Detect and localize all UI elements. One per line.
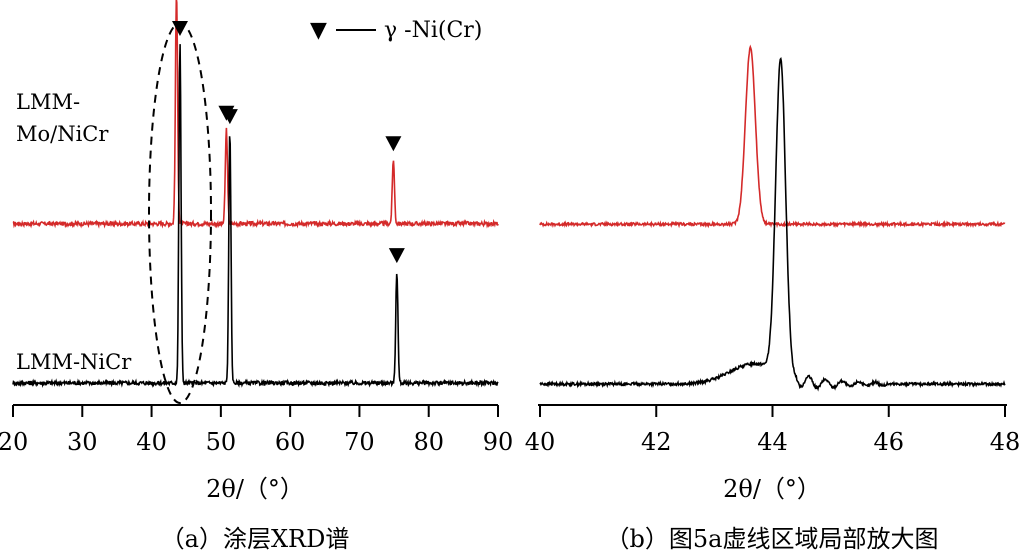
panel-a: 20 30 40 50 60 70 80 90 LMM- Mo/NiCr LMM-NiCr 2… <box>0 0 513 553</box>
x-tick-label: 20 <box>0 428 28 456</box>
x-tick-label: 80 <box>413 428 444 456</box>
series-line <box>12 44 499 389</box>
panel-b-caption: （b）图5a虚线区域局部放大图 <box>606 525 939 553</box>
legend-marker: ▼ <box>310 18 327 43</box>
series-label-mo-nicr-line1: LMM- <box>16 90 80 114</box>
panel-b: 40 42 44 46 48 2θ/（°） （b）图5a虚线区域局部放大图 <box>525 44 1021 553</box>
x-tick-label: 90 <box>483 428 514 456</box>
panel-a-x-axis-title: 2θ/（°） <box>206 475 304 503</box>
x-tick-label: 42 <box>641 428 672 456</box>
peak-marker <box>221 109 238 125</box>
panel-a-series <box>12 0 499 389</box>
x-tick-label: 44 <box>757 428 788 456</box>
x-tick-label: 60 <box>275 428 306 456</box>
x-tick-label: 40 <box>136 428 167 456</box>
panel-b-series <box>539 44 1006 392</box>
x-tick-label: 30 <box>67 428 98 456</box>
x-tick-label: 50 <box>206 428 237 456</box>
series-label-nicr: LMM-NiCr <box>16 350 132 374</box>
x-tick-label: 48 <box>990 428 1021 456</box>
x-tick-label: 40 <box>525 428 556 456</box>
panel-a-x-ticks: 20 30 40 50 60 70 80 90 <box>0 405 513 456</box>
panel-b-x-axis-title: 2θ/（°） <box>723 475 821 503</box>
legend: ▼ γ -Ni(Cr) <box>310 18 482 43</box>
x-tick-label: 70 <box>344 428 375 456</box>
legend-label: γ -Ni(Cr) <box>384 18 482 43</box>
series-line <box>539 44 1006 229</box>
series-label-mo-nicr-line2: Mo/NiCr <box>16 122 109 146</box>
panel-b-x-ticks: 40 42 44 46 48 <box>525 405 1021 456</box>
peak-marker <box>385 136 402 152</box>
panel-a-caption: （a）涂层XRD谱 <box>161 525 350 553</box>
peak-marker <box>388 248 405 264</box>
series-line <box>539 57 1006 392</box>
dashed-ellipse <box>148 22 212 404</box>
series-line <box>12 0 499 229</box>
x-tick-label: 46 <box>873 428 904 456</box>
